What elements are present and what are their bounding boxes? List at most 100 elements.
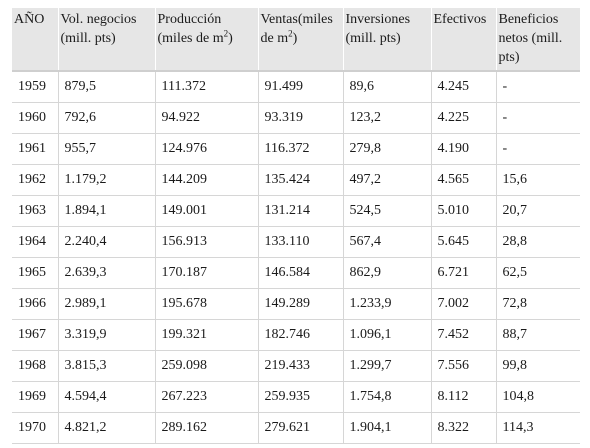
cell-net-profit: 20,7 — [496, 195, 580, 227]
table-row: 1966 2.989,1 195.678 149.289 1.233,9 7.002 72,… — [12, 288, 580, 320]
cell-sales: 182.746 — [258, 319, 344, 351]
cell-business-volume: 792,6 — [58, 102, 156, 134]
cell-net-profit: 28,8 — [496, 226, 580, 258]
cell-sales: 279.621 — [258, 412, 344, 444]
cell-sales: 135.424 — [258, 164, 344, 196]
cell-net-profit: - — [496, 70, 580, 103]
cell-production: 170.187 — [155, 257, 259, 289]
cell-year: 1963 — [12, 195, 59, 227]
cell-sales: 259.935 — [258, 381, 344, 413]
cell-business-volume: 879,5 — [58, 70, 156, 103]
table-row: 1968 3.815,3 259.098 219.433 1.299,7 7.556 99,… — [12, 350, 580, 382]
cell-staff: 8.112 — [431, 381, 497, 413]
cell-production: 267.223 — [155, 381, 259, 413]
cell-production: 111.372 — [155, 70, 259, 103]
cell-business-volume: 1.894,1 — [58, 195, 156, 227]
cell-production: 94.922 — [155, 102, 259, 134]
cell-production: 124.976 — [155, 133, 259, 165]
cell-production: 149.001 — [155, 195, 259, 227]
cell-production: 199.321 — [155, 319, 259, 351]
cell-net-profit: 62,5 — [496, 257, 580, 289]
cell-net-profit: - — [496, 133, 580, 165]
cell-year: 1970 — [12, 412, 59, 444]
cell-staff: 5.645 — [431, 226, 497, 258]
cell-staff: 5.010 — [431, 195, 497, 227]
cell-staff: 6.721 — [431, 257, 497, 289]
cell-net-profit: 15,6 — [496, 164, 580, 196]
cell-year: 1968 — [12, 350, 59, 382]
cell-year: 1960 — [12, 102, 59, 134]
header-investments: Inversiones (mill. pts) — [343, 8, 432, 72]
header-net-profit: Beneficios netos (mill. pts) — [496, 8, 580, 72]
header-year: AÑO — [12, 8, 59, 72]
cell-investments: 497,2 — [343, 164, 432, 196]
cell-business-volume: 2.240,4 — [58, 226, 156, 258]
cell-year: 1959 — [12, 70, 59, 103]
cell-production: 144.209 — [155, 164, 259, 196]
cell-investments: 1.904,1 — [343, 412, 432, 444]
cell-net-profit: 72,8 — [496, 288, 580, 320]
cell-sales: 133.110 — [258, 226, 344, 258]
cell-business-volume: 2.989,1 — [58, 288, 156, 320]
cell-business-volume: 4.821,2 — [58, 412, 156, 444]
cell-staff: 7.002 — [431, 288, 497, 320]
cell-sales: 131.214 — [258, 195, 344, 227]
cell-production: 259.098 — [155, 350, 259, 382]
cell-investments: 1.299,7 — [343, 350, 432, 382]
cell-business-volume: 955,7 — [58, 133, 156, 165]
table-row: 1967 3.319,9 199.321 182.746 1.096,1 7.452 88,… — [12, 319, 580, 351]
table-row: 1960 792,6 94.922 93.319 123,2 4.225- — [12, 102, 580, 134]
header-business-volume: Vol. negocios (mill. pts) — [58, 8, 156, 72]
table-row: 1963 1.894,1 149.001 131.214 524,5 5.010 20,7 — [12, 195, 580, 227]
cell-sales: 146.584 — [258, 257, 344, 289]
cell-staff: 8.322 — [431, 412, 497, 444]
cell-sales: 219.433 — [258, 350, 344, 382]
cell-investments: 279,8 — [343, 133, 432, 165]
data-table-container: AÑO Vol. negocios (mill. pts) Producción… — [12, 8, 580, 444]
cell-year: 1967 — [12, 319, 59, 351]
cell-business-volume: 3.815,3 — [58, 350, 156, 382]
cell-sales: 93.319 — [258, 102, 344, 134]
cell-business-volume: 3.319,9 — [58, 319, 156, 351]
cell-production: 289.162 — [155, 412, 259, 444]
cell-staff: 4.190 — [431, 133, 497, 165]
cell-production: 156.913 — [155, 226, 259, 258]
table-header: AÑO Vol. negocios (mill. pts) Producción… — [12, 8, 580, 72]
cell-net-profit: 114,3 — [496, 412, 580, 444]
cell-net-profit: - — [496, 102, 580, 134]
cell-year: 1964 — [12, 226, 59, 258]
table-row: 1962 1.179,2 144.209 135.424 497,2 4.565 15,6 — [12, 164, 580, 196]
cell-staff: 4.565 — [431, 164, 497, 196]
cell-year: 1969 — [12, 381, 59, 413]
cell-production: 195.678 — [155, 288, 259, 320]
cell-year: 1966 — [12, 288, 59, 320]
header-staff: Efectivos — [431, 8, 497, 72]
cell-staff: 4.245 — [431, 70, 497, 103]
table-row: 1965 2.639,3 170.187 146.584 862,9 6.721 62,5 — [12, 257, 580, 289]
table-row: 1970 4.821,2 289.162 279.621 1.904,1 8.322 114… — [12, 412, 580, 444]
table-row: 1969 4.594,4 267.223 259.935 1.754,8 8.112 104… — [12, 381, 580, 413]
cell-investments: 89,6 — [343, 70, 432, 103]
cell-investments: 123,2 — [343, 102, 432, 134]
header-sales: Ventas(miles de m2) — [258, 8, 344, 72]
cell-investments: 1.233,9 — [343, 288, 432, 320]
cell-year: 1962 — [12, 164, 59, 196]
cell-business-volume: 2.639,3 — [58, 257, 156, 289]
table-row: 1959 879,5 111.372 91.499 89,6 4.245- — [12, 70, 580, 103]
cell-staff: 4.225 — [431, 102, 497, 134]
header-row: AÑO Vol. negocios (mill. pts) Producción… — [12, 8, 580, 72]
company-figures-table: AÑO Vol. negocios (mill. pts) Producción… — [12, 8, 580, 444]
cell-investments: 1.096,1 — [343, 319, 432, 351]
cell-investments: 567,4 — [343, 226, 432, 258]
cell-business-volume: 1.179,2 — [58, 164, 156, 196]
cell-business-volume: 4.594,4 — [58, 381, 156, 413]
header-production: Producción (miles de m2) — [155, 8, 259, 72]
cell-investments: 1.754,8 — [343, 381, 432, 413]
cell-staff: 7.452 — [431, 319, 497, 351]
cell-net-profit: 88,7 — [496, 319, 580, 351]
cell-staff: 7.556 — [431, 350, 497, 382]
table-row: 1964 2.240,4 156.913 133.110 567,4 5.645 28,8 — [12, 226, 580, 258]
cell-sales: 149.289 — [258, 288, 344, 320]
cell-investments: 524,5 — [343, 195, 432, 227]
cell-year: 1961 — [12, 133, 59, 165]
